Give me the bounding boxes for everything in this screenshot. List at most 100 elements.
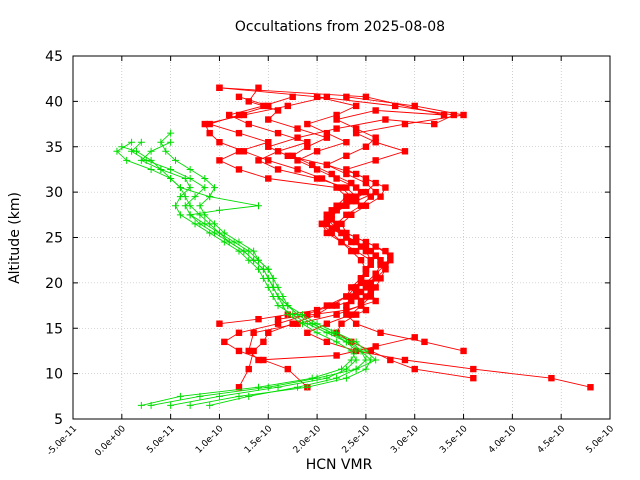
data-point-square [382,247,389,255]
data-point-square [367,261,374,268]
data-point-plus [147,165,155,173]
data-point-plus [118,143,126,151]
data-point-square [470,365,477,373]
data-point-square [265,139,272,146]
data-point-square [255,84,262,91]
data-point-square [372,297,379,305]
data-point-square [348,247,355,255]
data-point-plus [196,202,204,210]
data-point-square [450,111,457,119]
data-point-square [328,302,335,309]
data-point-square [328,225,335,232]
data-point-plus [313,329,321,337]
data-point-square [255,315,262,323]
data-point-plus [167,401,175,409]
data-point-square [367,347,374,355]
data-point-square [348,179,355,187]
data-point-square [362,247,370,255]
data-point-square [460,111,467,119]
data-point-square [348,297,355,305]
data-point-square [333,111,340,119]
data-point-square [367,293,374,300]
data-point-square [377,261,384,268]
data-point-square [235,93,243,101]
data-point-square [343,152,350,160]
data-point-square [216,320,223,327]
data-point-square [318,220,326,228]
data-point-square [323,211,331,219]
data-point-square [357,188,365,196]
data-point-square [343,166,350,173]
data-point-square [323,216,331,223]
y-tick-label: 45 [45,49,63,65]
data-point-square [362,179,370,187]
data-point-square [382,184,389,191]
data-point-plus [172,202,180,210]
data-point-square [343,170,350,178]
data-point-square [362,143,370,150]
data-point-plus [235,238,243,246]
data-point-square [372,252,379,259]
data-point-square [294,157,301,164]
data-point-square [265,102,272,110]
data-point-square [250,347,257,355]
data-point-square [294,134,301,141]
data-point-plus [255,202,263,210]
data-point-plus [284,311,292,319]
data-point-square [333,125,340,132]
data-point-plus [352,347,360,355]
data-point-square [304,311,311,318]
data-point-square [372,179,379,187]
data-point-plus [367,356,375,364]
data-point-plus [157,165,165,173]
data-point-square [206,120,213,128]
data-point-square [352,238,360,246]
data-point-square [206,129,213,137]
data-point-plus [240,247,248,255]
data-point-square [343,211,350,219]
data-point-plus [132,147,140,155]
data-point-square [367,288,374,296]
data-point-square [357,288,365,296]
data-point-plus [211,229,219,237]
y-axis-label: Altitude (km) [7,192,23,284]
data-point-square [343,202,350,209]
data-point-plus [191,193,199,201]
series-layer [113,84,594,409]
data-point-square [304,120,311,128]
data-point-square [294,125,301,132]
data-point-square [328,170,335,178]
data-point-square [362,93,370,101]
data-point-plus [250,256,258,264]
data-point-square [382,261,389,268]
data-point-square [323,161,331,169]
data-point-square [265,175,272,182]
data-point-square [387,256,394,264]
y-tick-label: 5 [54,412,63,428]
data-point-square [221,338,228,346]
data-point-square [274,166,282,173]
data-point-square [313,166,321,173]
x-axis-label: HCN VMR [306,457,373,473]
data-point-square [587,384,594,391]
data-point-plus [147,147,155,155]
data-point-square [372,134,379,141]
data-point-plus [298,320,306,328]
data-point-square [401,120,409,128]
data-point-plus [113,147,121,155]
data-point-square [245,98,252,105]
data-point-plus [211,220,219,228]
y-tick-label: 20 [45,276,63,292]
data-point-square [333,352,340,359]
data-point-square [338,184,345,191]
data-point-square [245,120,252,128]
data-point-square [333,311,340,318]
data-point-square [260,338,267,346]
data-point-square [352,102,360,110]
data-point-square [352,284,360,291]
data-point-plus [308,374,316,382]
data-point-square [265,329,272,336]
data-point-plus [186,184,194,192]
data-point-plus [352,365,360,373]
data-point-square [265,157,272,164]
